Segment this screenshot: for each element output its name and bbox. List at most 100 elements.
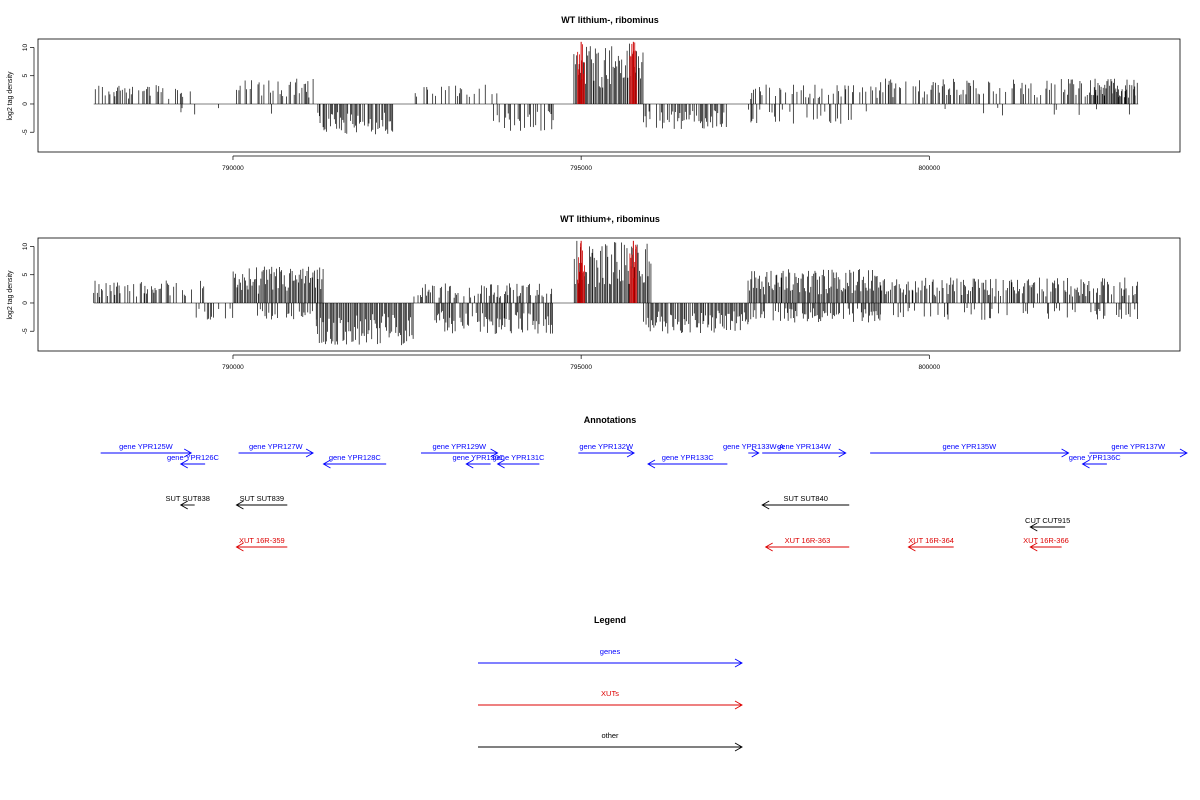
feature-arrowhead (179, 500, 188, 510)
feature-label: XUT 16R-363 (785, 536, 831, 545)
feature-arrowhead (1061, 448, 1070, 458)
feature-arrowhead (764, 542, 773, 552)
y-tick-label: 5 (22, 74, 29, 78)
y-tick-label: -5 (22, 328, 29, 334)
feature-arrowhead (751, 448, 760, 458)
y-tick-label: 10 (22, 242, 29, 250)
feature-label: gene YPR128C (329, 453, 382, 462)
x-axis: 790000 795000 800000 (222, 155, 941, 172)
feature-label: SUT SUT840 (783, 494, 827, 503)
annotation-feature: gene YPR133W-A (723, 442, 784, 458)
feature-arrowhead (647, 459, 656, 469)
legend-arrowhead (734, 742, 743, 752)
annotation-feature: gene YPR137W (1089, 442, 1188, 458)
feature-arrowhead (1029, 542, 1038, 552)
annotation-feature: XUT 16R-359 (235, 536, 288, 552)
annotation-track: gene YPR125W gene YPR126C gene YPR127W gene… (100, 442, 1188, 552)
bar-series (93, 41, 1139, 135)
plot-frame (37, 237, 1181, 352)
feature-label: gene YPR136C (1069, 453, 1122, 462)
annotation-feature: gene YPR133C (647, 453, 728, 469)
feature-label: CUT CUT915 (1025, 516, 1070, 525)
legend-title: Legend (594, 615, 626, 625)
feature-label: XUT 16R-366 (1023, 536, 1069, 545)
legend-label: XUTs (601, 689, 619, 698)
feature-arrowhead (907, 542, 916, 552)
y-tick-label: 5 (22, 273, 29, 277)
feature-arrowhead (183, 448, 193, 458)
feature-arrowhead (235, 500, 244, 510)
y-axis: -5 0 5 10 (22, 43, 35, 135)
annotation-feature: XUT 16R-363 (764, 536, 850, 552)
legend-label: genes (600, 647, 621, 656)
legend-label: other (601, 731, 619, 740)
legend-arrowhead (734, 658, 743, 668)
y-tick-label: 0 (22, 301, 29, 305)
feature-label: gene YPR126C (167, 453, 220, 462)
feature-arrowhead (1081, 459, 1090, 469)
y-tick-label: 10 (22, 43, 29, 51)
legend-panel: Legend genes XUTs other (478, 615, 743, 752)
x-tick-label: 800000 (918, 165, 940, 172)
y-axis-label: log2 tag density (7, 270, 14, 320)
annotation-feature: SUT SUT840 (761, 494, 850, 510)
annotation-feature: gene YPR132W (578, 442, 635, 458)
annotation-feature: gene YPR136C (1069, 453, 1122, 469)
annotation-feature: CUT CUT915 (1025, 516, 1070, 532)
feature-label: gene YPR130C (452, 453, 505, 462)
legend-entry: other (478, 731, 743, 752)
plot-frame (37, 38, 1181, 153)
feature-arrowhead (626, 448, 635, 458)
feature-label: XUT 16R-364 (908, 536, 954, 545)
x-tick-label: 790000 (222, 165, 244, 172)
annotation-feature: gene YPR126C (167, 453, 220, 469)
feature-label: gene YPR129W (432, 442, 487, 451)
feature-arrowhead (305, 448, 314, 458)
feature-label: SUT SUT839 (240, 494, 284, 503)
x-tick-label: 790000 (222, 364, 244, 371)
legend-entry: genes (478, 647, 743, 668)
y-axis: -5 0 5 10 (22, 242, 35, 334)
feature-arrowhead (761, 500, 770, 510)
feature-arrowhead (1179, 448, 1188, 458)
feature-label: gene YPR127W (249, 442, 304, 451)
feature-arrowhead (235, 542, 244, 552)
feature-label: gene YPR137W (1111, 442, 1166, 451)
x-tick-label: 800000 (918, 364, 940, 371)
y-tick-label: 0 (22, 102, 29, 106)
feature-arrowhead (465, 459, 474, 469)
x-tick-label: 795000 (570, 165, 592, 172)
feature-label: gene YPR135W (943, 442, 998, 451)
feature-arrowhead (490, 448, 499, 458)
annotation-feature: SUT SUT839 (235, 494, 288, 510)
feature-label: gene YPR133W-A (723, 442, 784, 451)
annotation-feature: gene YPR125W (100, 442, 193, 458)
feature-arrowhead (179, 459, 188, 469)
feature-label: gene YPR133C (662, 453, 715, 462)
feature-label: gene YPR132W (579, 442, 634, 451)
feature-arrowhead (838, 448, 847, 458)
feature-label: gene YPR131C (492, 453, 545, 462)
annotation-feature: gene YPR127W (238, 442, 314, 458)
legend-entry: XUTs (478, 689, 743, 710)
feature-arrowhead (496, 459, 505, 469)
chart-title: WT lithium+, ribominus (560, 214, 660, 224)
bar-series (93, 240, 1139, 346)
annotation-feature: gene YPR135W (870, 442, 1070, 458)
annotation-feature: SUT SUT838 (165, 494, 210, 510)
y-tick-label: -5 (22, 129, 29, 135)
feature-label: gene YPR125W (119, 442, 174, 451)
legend-arrowhead (734, 700, 743, 710)
annotation-feature: gene YPR129W (420, 442, 499, 458)
chart-panel-2: WT lithium+, ribominus log2 tag density … (7, 214, 1181, 371)
annotation-feature: gene YPR130C (452, 453, 505, 469)
annotation-feature: gene YPR131C (492, 453, 545, 469)
annotation-feature: gene YPR134W (762, 442, 847, 458)
annotations-title: Annotations (584, 415, 637, 425)
y-axis-label: log2 tag density (7, 71, 14, 121)
x-tick-label: 795000 (570, 364, 592, 371)
annotation-feature: XUT 16R-364 (907, 536, 954, 552)
feature-arrowhead (1029, 522, 1038, 532)
